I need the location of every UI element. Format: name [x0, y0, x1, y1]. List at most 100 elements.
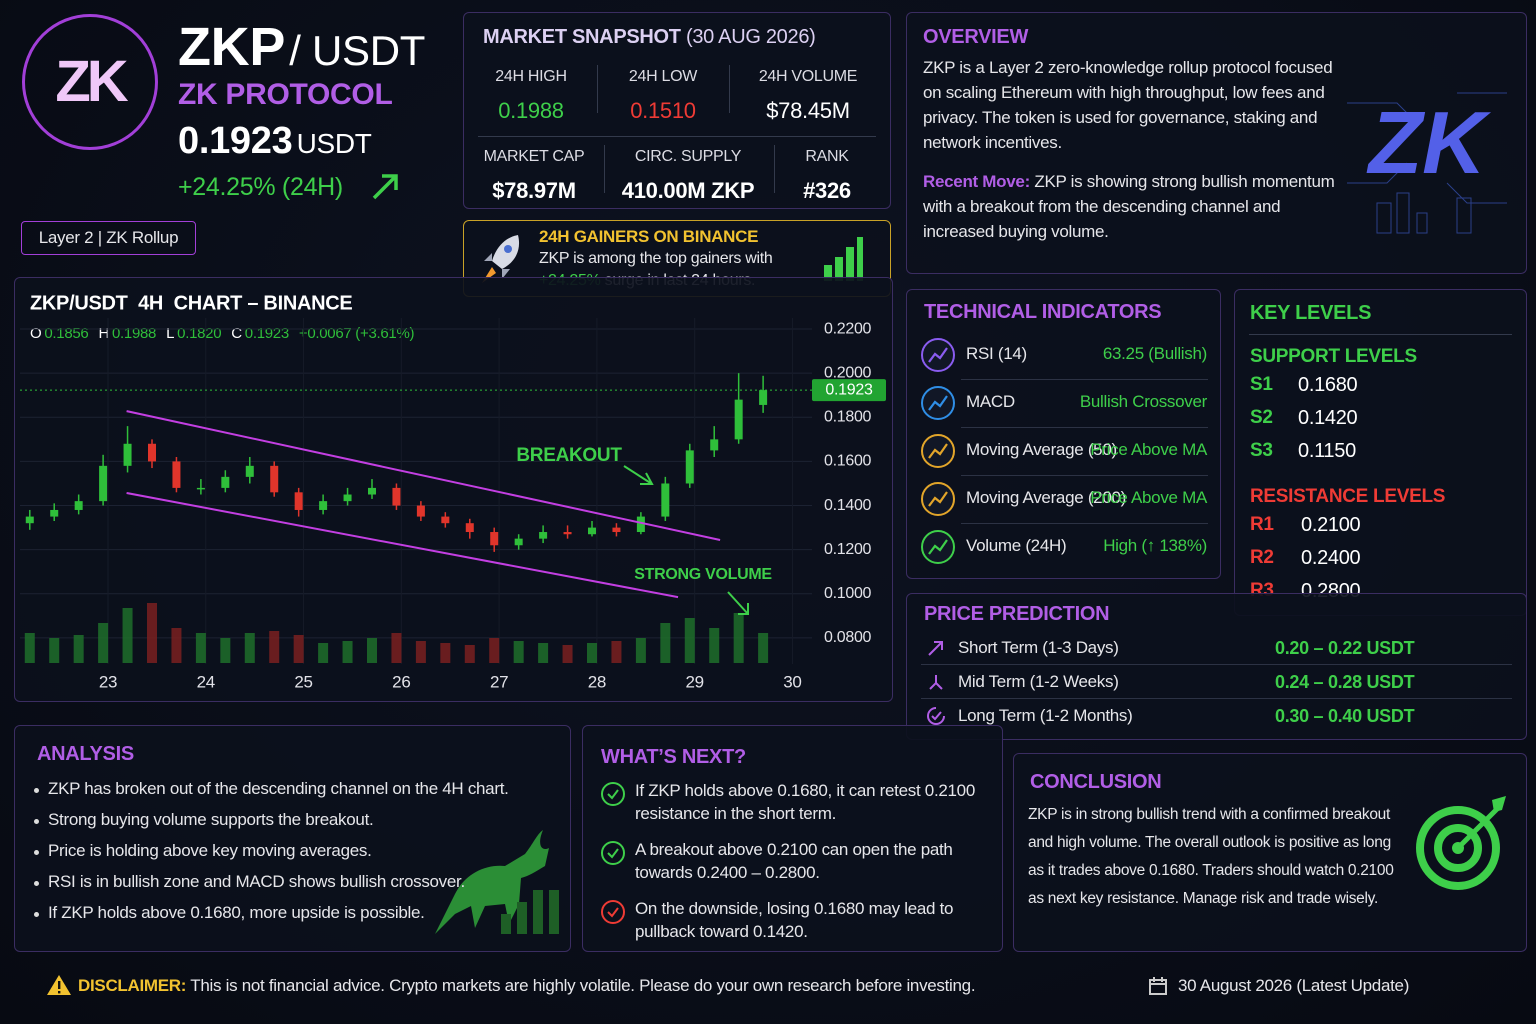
bullet-dot	[34, 788, 39, 793]
annotation-arrow	[623, 465, 654, 485]
icon-glyph	[607, 848, 619, 859]
indicator-value: Price Above MA	[1090, 488, 1207, 507]
divider	[961, 427, 1208, 428]
bullet-dot	[34, 912, 39, 917]
icon-glyph	[607, 789, 619, 800]
indicator-value: High (↑ 138%)	[1103, 536, 1207, 555]
y-tick-label: 0.2200	[824, 320, 872, 337]
prediction-value: 0.24 – 0.28 USDT	[1275, 672, 1415, 692]
volume-bar	[391, 633, 402, 663]
prediction-label: Long Term (1-2 Months)	[958, 706, 1133, 725]
check-icon	[601, 841, 625, 865]
snapshot-date: (30 AUG 2026)	[686, 26, 816, 48]
bullet-dot	[34, 881, 39, 886]
ohlc-key: C	[231, 325, 242, 342]
overview-line: on scaling Ethereum with high throughput…	[923, 83, 1325, 102]
recent-move-line: increased buying volume.	[923, 222, 1109, 241]
candle-body	[563, 532, 572, 535]
indicator-label: Volume (24H)	[966, 536, 1067, 555]
gainers-line: ZKP is among the top gainers with	[539, 250, 773, 267]
divider	[961, 475, 1208, 476]
candle-body	[245, 465, 254, 477]
icon-ring	[601, 900, 625, 924]
volume-bar	[440, 643, 451, 663]
candle-body	[661, 483, 670, 517]
zk-emblem-text: ZK	[1366, 93, 1491, 192]
x-tick-label: 25	[294, 672, 312, 691]
quote: / USDT	[289, 27, 426, 74]
ohlc-key: L	[166, 325, 174, 342]
ohlc-value: 0.1988	[112, 325, 156, 342]
level-value: 0.2400	[1301, 547, 1361, 569]
candle-body	[539, 532, 548, 539]
volume-bar	[464, 645, 475, 663]
volume-bar	[758, 633, 769, 663]
indicator-label: RSI (14)	[966, 344, 1027, 363]
warning-icon	[47, 975, 71, 995]
stat-label: 24H LOW	[628, 68, 698, 85]
logo-text: ZK	[55, 49, 128, 114]
prediction-value: 0.30 – 0.40 USDT	[1275, 706, 1415, 726]
volume-bar	[342, 641, 353, 663]
gainers-title: 24H GAINERS ON BINANCE	[539, 227, 759, 246]
candle-body	[368, 487, 376, 495]
divider	[774, 145, 775, 193]
analysis-panel: ANALYSIS ZKP has broken out of the desce…	[14, 725, 571, 952]
update-date: 30 August 2026 (Latest Update)	[1178, 976, 1410, 995]
prediction-label: Short Term (1-3 Days)	[958, 638, 1119, 657]
analysis-bullet: Strong buying volume supports the breako…	[48, 810, 374, 829]
volume-bar	[122, 608, 133, 663]
candle-body	[99, 465, 108, 502]
conclusion-line: as next key resistance. Manage risk and …	[1028, 890, 1378, 907]
icon-glyph	[928, 491, 948, 507]
next-line: If ZKP holds above 0.1680, it can retest…	[635, 781, 975, 800]
prediction-icon	[928, 641, 943, 656]
overview-line: network incentives.	[923, 133, 1062, 152]
x-tick-label: 26	[392, 672, 410, 691]
target-icon	[1416, 796, 1506, 890]
candle-body	[221, 476, 230, 488]
level-value: 0.1150	[1298, 440, 1356, 462]
divider	[921, 698, 1512, 699]
y-tick-label: 0.1600	[824, 453, 872, 470]
candle-body	[636, 516, 645, 533]
overview-panel: OVERVIEW ZK ZKP is a Layer 2 zero-knowle…	[906, 12, 1527, 274]
candle-body	[392, 487, 401, 506]
ohlc-change: +0.0067 (+3.61%)	[299, 325, 415, 342]
level-key: S2	[1250, 407, 1273, 428]
prediction-panel: PRICE PREDICTION Short Term (1-3 Days) 0.…	[906, 593, 1527, 740]
candle-body	[343, 494, 352, 502]
price-unit: USDT	[296, 128, 372, 159]
analysis-bullet: If ZKP holds above 0.1680, more upside i…	[48, 903, 425, 922]
next-line: resistance in the short term.	[635, 804, 837, 823]
volume-bar	[98, 623, 109, 663]
indicator-value: Price Above MA	[1090, 440, 1207, 459]
candle-body	[685, 450, 694, 484]
candle-body	[319, 501, 328, 510]
y-tick-label: 0.1200	[824, 541, 872, 558]
volume-bar	[489, 638, 500, 663]
next-line: A breakout above 0.2100 can open the pat…	[635, 840, 953, 859]
stat-value: 0.1510	[630, 98, 696, 123]
volume-bar	[733, 613, 744, 663]
icon-glyph	[928, 641, 943, 656]
indicator-icon	[921, 530, 955, 564]
volume-bar	[195, 633, 206, 663]
whats-next-title: WHAT’S NEXT?	[601, 746, 746, 768]
level-value: 0.1680	[1298, 374, 1358, 396]
resistance-title: RESISTANCE LEVELS	[1250, 486, 1446, 507]
candle-body	[710, 439, 719, 451]
stat-value: 410.00M ZKP	[621, 178, 755, 203]
level-key: R1	[1250, 514, 1274, 535]
candle-body	[734, 399, 743, 440]
volume-bar	[635, 638, 646, 663]
key-levels-title: KEY LEVELS	[1250, 302, 1372, 324]
tag: Layer 2 | ZK Rollup	[21, 221, 196, 255]
conclusion-panel: CONCLUSION ZKP is in strong bullish tren…	[1013, 753, 1527, 952]
indicator-icon	[921, 434, 955, 468]
level-value: 0.2100	[1301, 514, 1361, 536]
y-tick-label: 0.2000	[824, 364, 872, 381]
y-tick-label: 0.1800	[824, 409, 872, 426]
price: 0.1923	[178, 120, 293, 162]
